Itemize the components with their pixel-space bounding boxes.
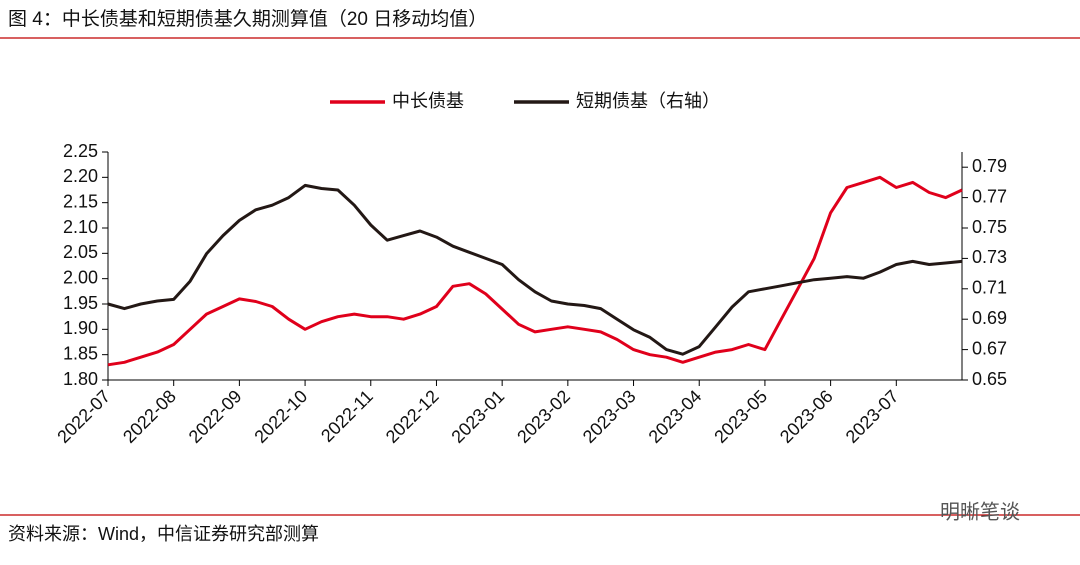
legend: 中长债基 短期债基（右轴） bbox=[330, 91, 720, 111]
y-tick-label: 1.95 bbox=[63, 293, 98, 313]
y2-tick-label: 0.73 bbox=[972, 247, 1007, 267]
x-tick-label: 2022-08 bbox=[119, 386, 180, 447]
y-tick-label: 1.90 bbox=[63, 318, 98, 338]
y-tick-label: 2.20 bbox=[63, 166, 98, 186]
y-tick-label: 1.80 bbox=[63, 369, 98, 389]
legend-label: 短期债基（右轴） bbox=[576, 91, 720, 111]
source-note: 资料来源：Wind，中信证券研究部测算 bbox=[8, 524, 319, 544]
y-tick-label: 2.25 bbox=[63, 141, 98, 161]
y2-tick-label: 0.67 bbox=[972, 338, 1007, 358]
series-line bbox=[107, 183, 963, 356]
legend-label: 中长债基 bbox=[392, 91, 464, 111]
x-tick-label: 2022-09 bbox=[185, 386, 246, 447]
x-tick-label: 2023-03 bbox=[579, 386, 640, 447]
y-tick-label: 2.15 bbox=[63, 191, 98, 211]
x-tick-label: 2023-07 bbox=[842, 386, 903, 447]
y2-tick-label: 0.69 bbox=[972, 308, 1007, 328]
chart-title: 图 4：中长债基和短期债基久期测算值（20 日移动均值） bbox=[8, 8, 487, 30]
y2-tick-label: 0.75 bbox=[972, 217, 1007, 237]
x-tick-label: 2022-12 bbox=[382, 386, 443, 447]
x-tick-label: 2023-04 bbox=[645, 386, 706, 447]
y-tick-label: 1.85 bbox=[63, 343, 98, 363]
watermark: 明晰笔谈 bbox=[940, 500, 1020, 523]
x-tick-label: 2023-06 bbox=[776, 386, 837, 447]
y-tick-label: 2.05 bbox=[63, 242, 98, 262]
y2-tick-label: 0.77 bbox=[972, 186, 1007, 206]
x-tick-label: 2023-02 bbox=[513, 386, 574, 447]
x-tick-label: 2022-10 bbox=[250, 386, 311, 447]
y2-tick-label: 0.65 bbox=[972, 369, 1007, 389]
x-tick-label: 2022-11 bbox=[317, 386, 377, 446]
y2-tick-label: 0.79 bbox=[972, 156, 1007, 176]
y-tick-label: 2.00 bbox=[63, 267, 98, 287]
x-tick-label: 2023-05 bbox=[710, 386, 771, 447]
series-line bbox=[107, 175, 963, 367]
y-tick-label: 2.10 bbox=[63, 217, 98, 237]
x-tick-label: 2023-01 bbox=[447, 386, 508, 447]
x-tick-label: 2022-07 bbox=[53, 386, 114, 447]
y2-tick-label: 0.71 bbox=[972, 278, 1007, 298]
